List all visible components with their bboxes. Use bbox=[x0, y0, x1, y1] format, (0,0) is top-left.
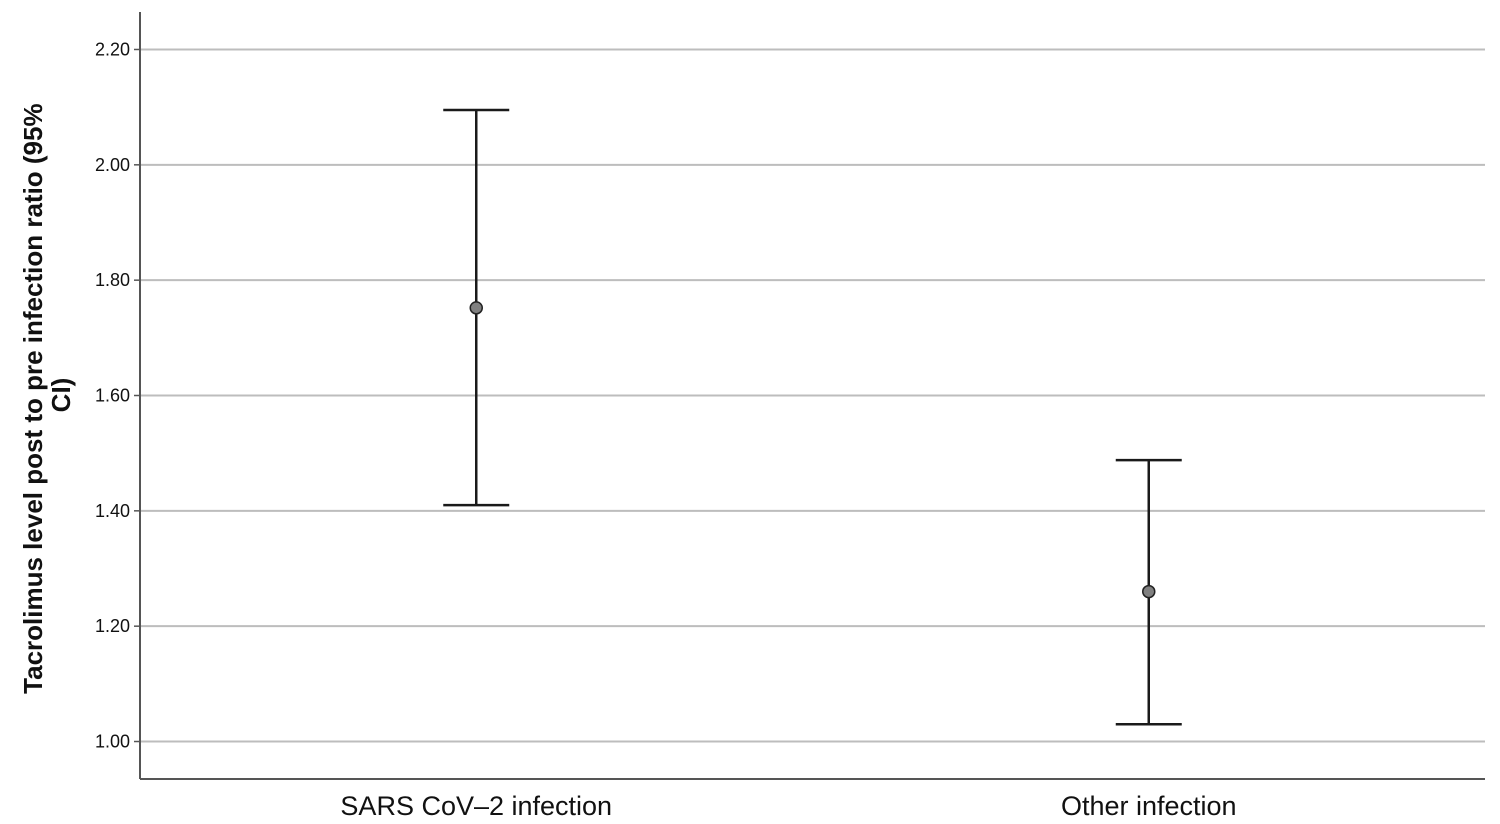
x-category-label: SARS CoV–2 infection bbox=[340, 791, 612, 821]
axes bbox=[139, 12, 1485, 780]
y-axis-title: Tacrolimus level post to pre infection r… bbox=[18, 96, 76, 694]
y-tick-label: 1.20 bbox=[95, 616, 130, 636]
y-tick-label: 1.80 bbox=[95, 270, 130, 290]
y-tick-label: 1.40 bbox=[95, 501, 130, 521]
mean-point bbox=[1142, 584, 1156, 599]
y-axis-title-line-2: CI) bbox=[46, 378, 76, 413]
category-labels: SARS CoV–2 infection Other infection bbox=[340, 791, 1236, 821]
mean-point bbox=[469, 301, 483, 315]
y-tick-label: 1.00 bbox=[95, 732, 130, 752]
y-tick-label: 2.00 bbox=[95, 155, 130, 175]
y-axis-title-line-1: Tacrolimus level post to pre infection r… bbox=[18, 103, 48, 693]
y-tick-label: 1.60 bbox=[95, 386, 130, 406]
error-bars bbox=[443, 108, 1182, 726]
gridlines bbox=[134, 48, 1485, 743]
x-category-label: Other infection bbox=[1061, 791, 1237, 821]
y-tick-label: 2.20 bbox=[95, 39, 130, 59]
y-tick-labels: 1.00 1.20 1.40 1.60 1.80 2.00 2.20 bbox=[95, 39, 130, 751]
